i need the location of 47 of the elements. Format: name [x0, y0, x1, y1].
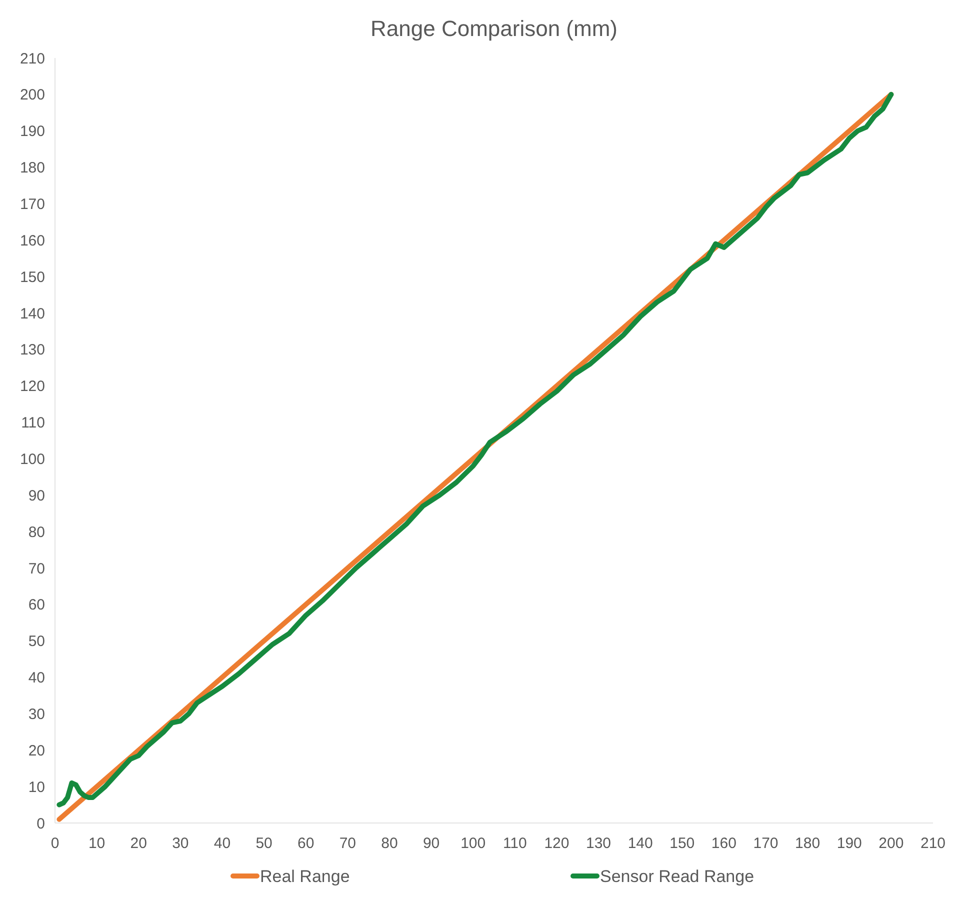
x-tick-label: 80: [381, 835, 398, 852]
x-tick-label: 120: [544, 835, 570, 852]
x-tick-label: 210: [920, 835, 946, 852]
x-tick-label: 170: [753, 835, 778, 852]
x-tick-label: 180: [795, 835, 820, 852]
y-tick-label: 90: [28, 487, 45, 504]
y-tick-label: 20: [28, 742, 45, 760]
y-tick-label: 10: [28, 778, 45, 796]
x-tick-label: 160: [711, 835, 736, 852]
y-tick-label: 110: [21, 414, 45, 432]
chart-title: Range Comparison (mm): [370, 16, 618, 41]
y-tick-label: 130: [20, 342, 45, 359]
y-tick-label: 0: [36, 815, 45, 832]
y-tick-label: 120: [20, 378, 45, 396]
x-tick-label: 110: [502, 835, 527, 852]
y-tick-label: 70: [28, 560, 45, 578]
legend-label: Real Range: [260, 866, 350, 886]
y-tick-label: 200: [20, 86, 45, 104]
y-tick-label: 60: [28, 596, 45, 614]
y-tick-label: 150: [20, 268, 45, 286]
y-tick-label: 190: [20, 123, 45, 140]
x-tick-label: 140: [628, 835, 653, 852]
y-tick-label: 170: [20, 196, 45, 213]
x-tick-label: 200: [878, 835, 904, 852]
y-tick-label: 100: [20, 450, 45, 468]
x-tick-label: 40: [214, 835, 231, 852]
x-tick-label: 70: [339, 835, 356, 852]
x-tick-label: 190: [836, 835, 862, 852]
x-tick-label: 130: [586, 835, 612, 852]
x-tick-label: 90: [422, 835, 440, 852]
x-tick-label: 20: [130, 835, 147, 852]
y-tick-label: 160: [20, 232, 45, 250]
y-tick-label: 30: [28, 706, 45, 723]
x-tick-label: 0: [50, 835, 60, 852]
y-tick-label: 50: [28, 633, 45, 650]
x-tick-label: 50: [256, 835, 272, 852]
y-tick-label: 210: [20, 50, 45, 68]
y-tick-label: 140: [20, 305, 45, 322]
x-tick-label: 150: [670, 835, 695, 852]
x-tick-label: 30: [172, 835, 189, 852]
legend-label: Sensor Read Range: [600, 866, 754, 886]
x-tick-label: 60: [298, 835, 314, 852]
x-tick-label: 10: [88, 835, 106, 852]
x-tick-label: 100: [460, 835, 486, 852]
y-tick-label: 40: [28, 670, 45, 687]
y-tick-label: 80: [28, 524, 45, 541]
y-tick-label: 180: [20, 160, 45, 177]
